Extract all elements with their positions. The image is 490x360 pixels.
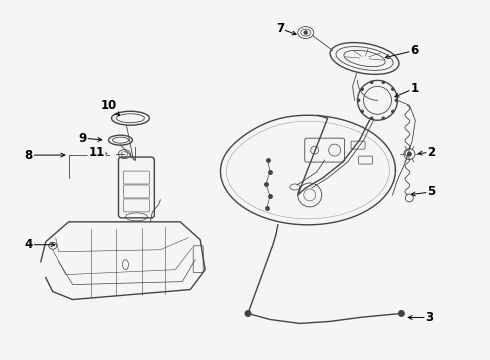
Circle shape	[407, 152, 412, 157]
Text: 3: 3	[425, 311, 433, 324]
Text: 9: 9	[78, 132, 87, 145]
Text: 7: 7	[276, 22, 284, 35]
Circle shape	[398, 310, 405, 317]
Circle shape	[391, 110, 394, 113]
Circle shape	[245, 310, 251, 317]
Circle shape	[370, 117, 373, 120]
Circle shape	[360, 110, 364, 113]
Text: 11: 11	[89, 145, 105, 159]
Circle shape	[382, 117, 385, 120]
Text: 5: 5	[427, 185, 436, 198]
Circle shape	[391, 87, 394, 91]
Text: 6: 6	[410, 44, 418, 57]
Text: 1: 1	[410, 82, 418, 95]
Circle shape	[357, 99, 360, 102]
Circle shape	[370, 81, 373, 84]
Text: 4: 4	[24, 238, 33, 251]
Circle shape	[394, 99, 398, 102]
Ellipse shape	[304, 31, 308, 35]
Text: 2: 2	[427, 145, 435, 159]
Text: 8: 8	[24, 149, 33, 162]
Circle shape	[360, 87, 364, 91]
Circle shape	[382, 81, 385, 84]
Text: 10: 10	[100, 99, 117, 112]
